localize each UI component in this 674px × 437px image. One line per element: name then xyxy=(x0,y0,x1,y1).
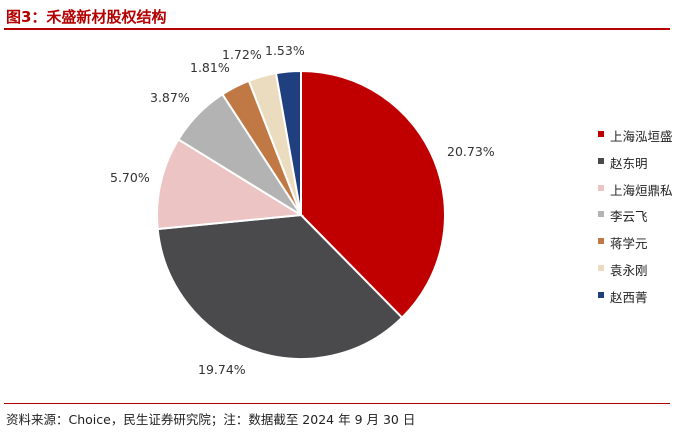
pie-slice-3 xyxy=(156,138,305,231)
legend-item-2: 赵东明 xyxy=(598,153,673,180)
legend-item-6: 袁永刚 xyxy=(598,260,673,287)
slice-data-label-4: 3.87% xyxy=(150,90,190,105)
legend-item-7: 赵西菁 xyxy=(598,287,673,314)
slice-data-label-3: 5.70% xyxy=(110,170,150,185)
legend-item-3: 上海烜鼎私 xyxy=(598,180,673,207)
legend-swatch-1 xyxy=(598,131,604,137)
pie-slice-1 xyxy=(300,69,446,320)
chart-legend: 上海泓垣盛赵东明上海烜鼎私李云飞蒋学元袁永刚赵西菁 xyxy=(598,126,673,314)
legend-label-6: 袁永刚 xyxy=(610,262,648,278)
legend-label-4: 李云飞 xyxy=(610,209,648,225)
legend-label-2: 赵东明 xyxy=(610,155,648,171)
legend-swatch-7 xyxy=(598,291,604,298)
slice-data-label-1: 20.73% xyxy=(447,144,495,159)
legend-label-7: 赵西菁 xyxy=(610,289,648,305)
slice-data-label-2: 19.74% xyxy=(198,362,246,377)
pie-slice-7 xyxy=(274,69,302,216)
legend-label-1: 上海泓垣盛 xyxy=(610,129,673,144)
title-rule xyxy=(4,28,670,30)
slice-data-label-5: 1.81% xyxy=(190,60,230,75)
legend-swatch-3 xyxy=(598,184,604,191)
legend-item-1: 上海泓垣盛 xyxy=(598,126,673,153)
legend-swatch-4 xyxy=(598,211,604,218)
source-rule xyxy=(4,403,670,404)
pie-slice-2 xyxy=(156,213,404,360)
chart-title: 图3：禾盛新材股权结构 xyxy=(6,8,167,26)
legend-label-3: 上海烜鼎私 xyxy=(610,182,673,198)
legend-label-5: 蒋学元 xyxy=(610,236,648,252)
slice-data-label-6: 1.72% xyxy=(222,47,262,62)
legend-swatch-6 xyxy=(598,264,604,271)
slice-data-label-7: 1.53% xyxy=(265,43,305,58)
source-note: 资料来源：Choice，民生证券研究院；注：数据截至 2024 年 9 月 30… xyxy=(6,412,416,427)
legend-item-5: 蒋学元 xyxy=(598,233,673,260)
legend-item-4: 李云飞 xyxy=(598,206,673,233)
legend-swatch-2 xyxy=(598,157,604,164)
legend-swatch-5 xyxy=(598,238,604,245)
